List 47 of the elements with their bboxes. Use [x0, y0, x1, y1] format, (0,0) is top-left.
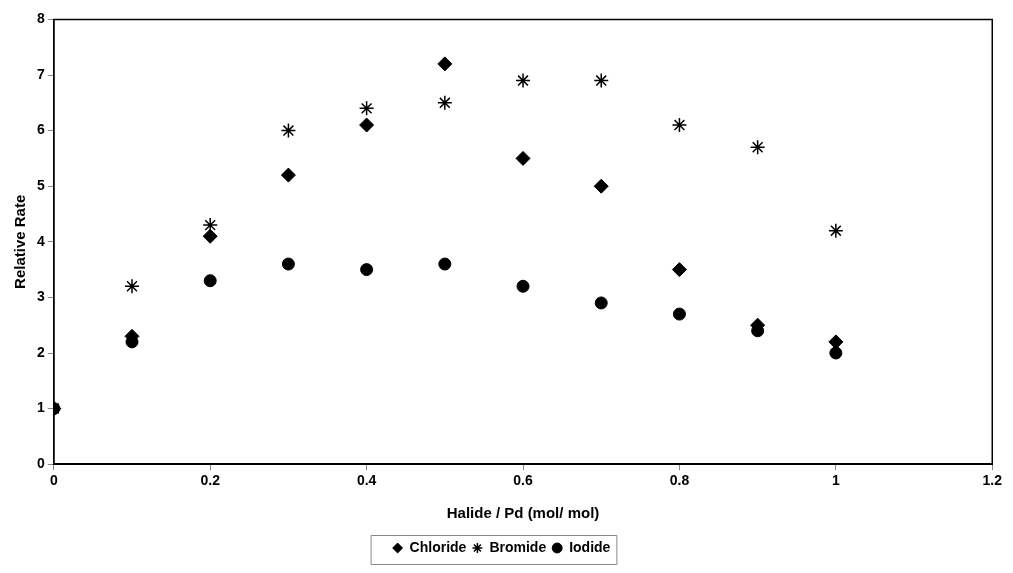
point: [358, 100, 375, 117]
point: [202, 217, 218, 233]
point: [671, 117, 688, 133]
point: [828, 222, 844, 239]
x-tick-label: 0.4: [356, 472, 377, 489]
y-tick-label: 1: [36, 399, 45, 416]
y-tick-label: 0: [36, 455, 45, 472]
point: [280, 167, 296, 183]
point: [281, 257, 295, 271]
y-tick-label: 6: [36, 121, 45, 138]
point: [438, 257, 452, 271]
y-tick-label: 8: [36, 10, 45, 27]
point: [203, 274, 217, 288]
y-tick-label: 3: [36, 288, 45, 305]
point: [515, 150, 531, 166]
point: [202, 228, 218, 244]
y-tick-label: 5: [36, 177, 45, 194]
x-tick-label: 1.2: [982, 472, 1003, 489]
point: [672, 307, 686, 321]
x-tick-label: 0.8: [669, 472, 690, 489]
point: [593, 72, 609, 89]
x-tick-label: 0: [49, 472, 58, 489]
point: [437, 95, 453, 111]
y-tick-label: 4: [36, 232, 45, 249]
y-axis-title: Relative Rate: [11, 194, 29, 289]
point: [515, 72, 531, 89]
y-tick-label: 7: [36, 65, 45, 82]
x-tick-label: 0.2: [200, 472, 221, 489]
point: [593, 178, 609, 194]
x-tick-label: 0.6: [513, 472, 533, 489]
x-tick-label: 1: [831, 472, 840, 489]
point: [516, 279, 530, 293]
point: [359, 117, 375, 133]
point: [594, 296, 608, 310]
x-axis-title: Halide / Pd (mol/ mol): [446, 504, 600, 522]
legend-label: Bromide: [489, 538, 547, 555]
point: [280, 122, 297, 139]
legend-label: Chloride: [409, 538, 467, 555]
point: [828, 334, 844, 350]
point: [749, 139, 766, 156]
legend-label: Iodide: [569, 538, 611, 555]
point: [124, 278, 140, 295]
y-tick-label: 2: [36, 343, 45, 360]
point: [360, 263, 374, 277]
point: [829, 346, 843, 360]
point: [671, 262, 687, 278]
point: [437, 56, 453, 72]
